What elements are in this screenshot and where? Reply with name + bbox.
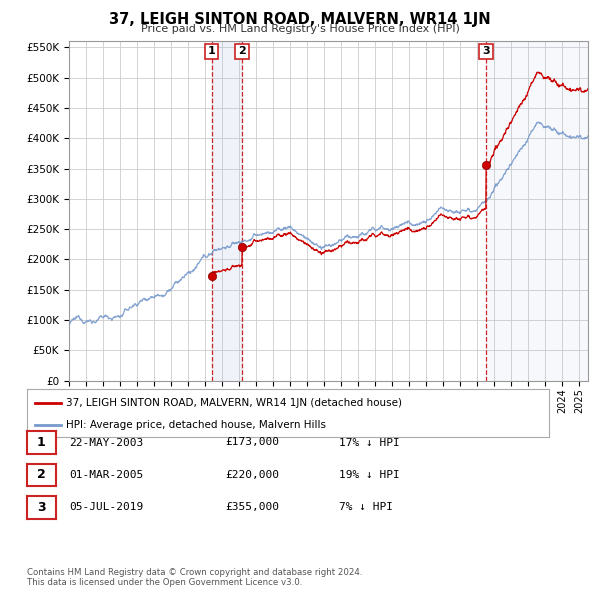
Text: Contains HM Land Registry data © Crown copyright and database right 2024.
This d: Contains HM Land Registry data © Crown c…: [27, 568, 362, 587]
Text: 01-MAR-2005: 01-MAR-2005: [69, 470, 143, 480]
Text: HPI: Average price, detached house, Malvern Hills: HPI: Average price, detached house, Malv…: [66, 420, 326, 430]
Text: £173,000: £173,000: [225, 438, 279, 447]
Text: £220,000: £220,000: [225, 470, 279, 480]
Bar: [486, 41, 588, 381]
Text: Price paid vs. HM Land Registry's House Price Index (HPI): Price paid vs. HM Land Registry's House …: [140, 24, 460, 34]
Text: 1: 1: [37, 436, 46, 449]
Text: 7% ↓ HPI: 7% ↓ HPI: [339, 503, 393, 512]
Text: 3: 3: [37, 501, 46, 514]
Text: 3: 3: [482, 47, 490, 57]
Text: 17% ↓ HPI: 17% ↓ HPI: [339, 438, 400, 447]
Text: 05-JUL-2019: 05-JUL-2019: [69, 503, 143, 512]
Text: 1: 1: [208, 47, 215, 57]
Bar: [212, 41, 242, 381]
Text: 22-MAY-2003: 22-MAY-2003: [69, 438, 143, 447]
Text: 37, LEIGH SINTON ROAD, MALVERN, WR14 1JN (detached house): 37, LEIGH SINTON ROAD, MALVERN, WR14 1JN…: [66, 398, 402, 408]
Text: £355,000: £355,000: [225, 503, 279, 512]
Text: 19% ↓ HPI: 19% ↓ HPI: [339, 470, 400, 480]
Text: 37, LEIGH SINTON ROAD, MALVERN, WR14 1JN: 37, LEIGH SINTON ROAD, MALVERN, WR14 1JN: [109, 12, 491, 27]
Text: 2: 2: [238, 47, 246, 57]
Text: 2: 2: [37, 468, 46, 481]
